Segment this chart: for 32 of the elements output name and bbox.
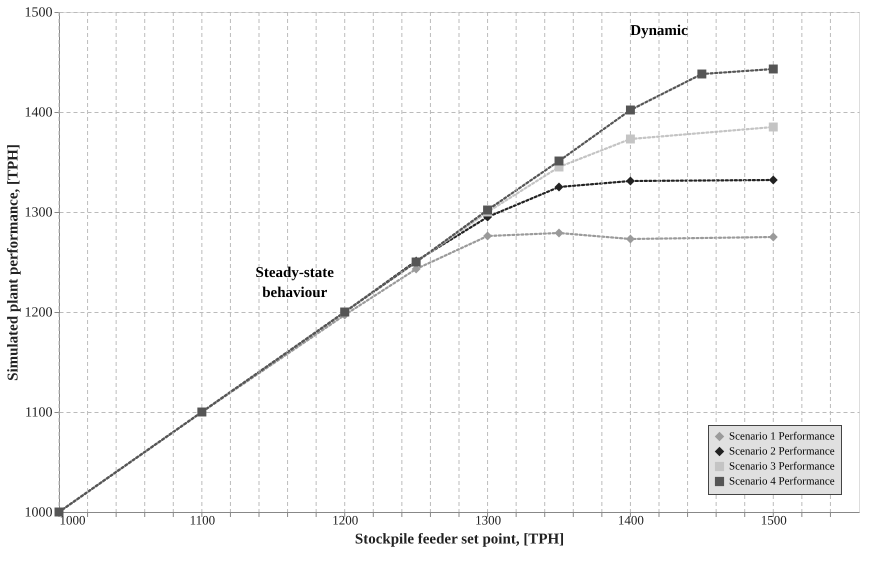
- y-tick-label: 1500: [24, 6, 52, 20]
- legend-label: Scenario 3 Performance: [729, 460, 835, 472]
- point: [554, 228, 564, 238]
- point: [768, 64, 778, 74]
- y-tick-label: 1100: [25, 406, 52, 420]
- point: [554, 182, 564, 192]
- x-tick-label: 1200: [332, 512, 358, 528]
- point: [483, 232, 492, 240]
- point: [768, 122, 778, 132]
- x-tick-label: 1400: [618, 512, 644, 528]
- point: [626, 234, 635, 244]
- y-tick-label: 1200: [24, 306, 52, 320]
- annotation: Dynamic: [630, 23, 688, 39]
- point: [626, 134, 635, 144]
- x-tick-label: 1300: [475, 512, 502, 528]
- point: [626, 176, 635, 186]
- annotation: Steady-state behaviour: [256, 265, 334, 301]
- point: [768, 176, 778, 184]
- legend-label: Scenario 1 Performance: [729, 430, 835, 442]
- legend-label: Scenario 4 Performance: [729, 476, 835, 488]
- point: [554, 156, 564, 166]
- legend-label: Scenario 2 Performance: [729, 446, 835, 458]
- y-tick-label: 1400: [24, 106, 52, 120]
- point: [697, 70, 706, 78]
- x-tick-label: 1000: [60, 512, 86, 528]
- y-axis-title: Simulated plant performance, [TPH]: [6, 144, 22, 381]
- point: [626, 106, 635, 114]
- x-axis-title: Stockpile feeder set point, [TPH]: [354, 532, 564, 548]
- point: [768, 232, 778, 242]
- y-tick-label: 1300: [24, 206, 52, 220]
- x-tick-label: 1500: [760, 512, 787, 528]
- x-tick-label: 1100: [190, 512, 216, 528]
